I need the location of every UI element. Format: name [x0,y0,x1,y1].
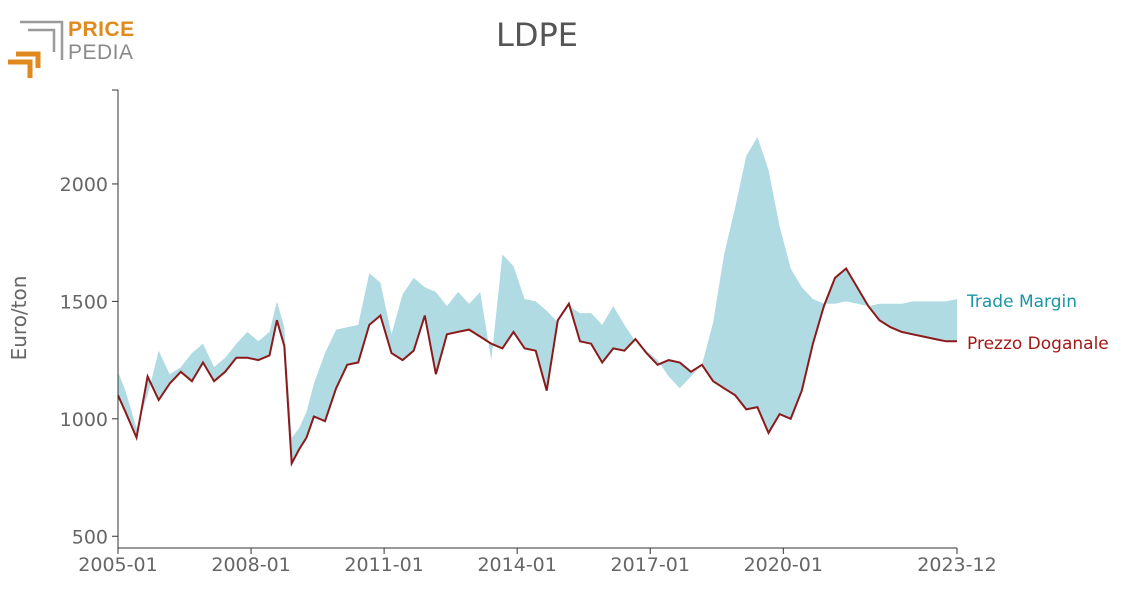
logo-word-pedia: PEDIA [68,41,134,64]
pricepedia-logo: PRICE PEDIA [6,16,146,80]
x-tick-label: 2020-01 [744,554,823,576]
legend-prezzo-doganale: Prezzo Doganale [967,334,1109,354]
y-tick-label: 500 [72,526,108,548]
y-ticks: 500 1000 1500 2000 [60,89,118,548]
x-tick-label: 2017-01 [611,554,690,576]
y-tick-label: 1000 [60,409,108,431]
x-ticks: 2005-01 2008-01 2011-01 2014-01 2017-01 2020-… [78,548,997,576]
prezzo-doganale-line [117,266,957,468]
y-axis-label: Euro/ton [7,276,31,361]
x-tick-label: 2005-01 [78,554,157,576]
logo-word-price: PRICE [68,18,135,41]
logo-mark-icon [8,20,64,78]
x-tick-label: 2011-01 [344,554,423,576]
legend-trade-margin: Trade Margin [966,292,1077,312]
x-tick-label: 2008-01 [211,554,290,576]
y-tick-label: 1500 [60,291,108,313]
x-tick-label: 2014-01 [477,554,556,576]
plot-area [117,137,957,468]
y-tick-label: 2000 [60,174,108,196]
trade-margin-band [118,137,957,464]
chart-title: LDPE [496,16,578,54]
x-tick-label: 2023-12 [917,554,996,576]
